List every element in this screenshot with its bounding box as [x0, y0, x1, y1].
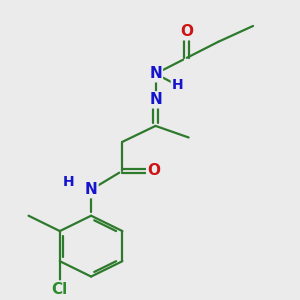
Text: H: H — [172, 78, 183, 92]
Text: H: H — [63, 176, 75, 189]
Text: O: O — [180, 24, 193, 39]
Text: O: O — [147, 163, 160, 178]
Text: N: N — [149, 92, 162, 107]
Text: N: N — [149, 66, 162, 81]
Text: Cl: Cl — [52, 281, 68, 296]
Text: N: N — [85, 182, 98, 197]
